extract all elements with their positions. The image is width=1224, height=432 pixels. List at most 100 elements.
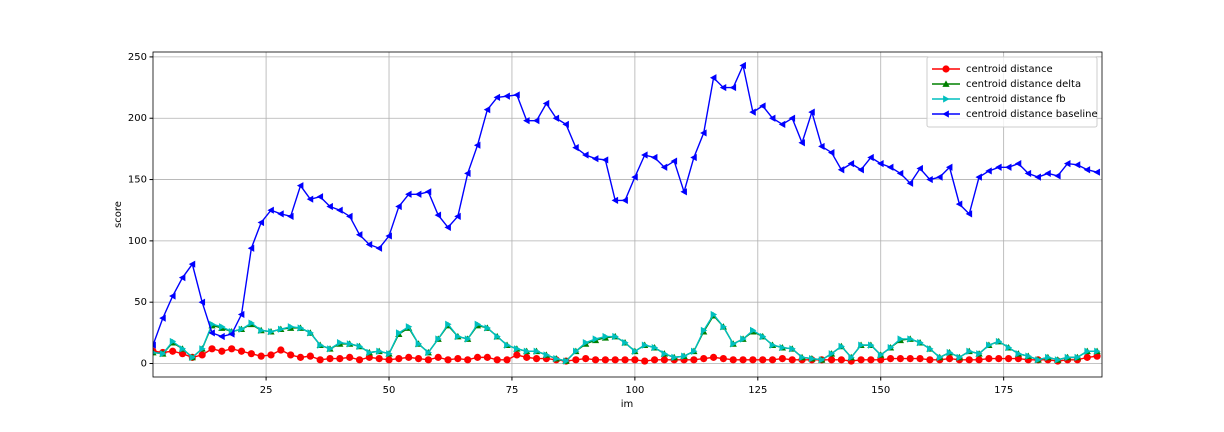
marker: [414, 190, 422, 198]
marker: [591, 356, 600, 364]
marker: [631, 173, 638, 181]
marker: [847, 160, 855, 168]
marker: [504, 341, 511, 349]
marker: [975, 173, 982, 181]
marker: [955, 200, 963, 208]
marker: [209, 320, 216, 328]
marker: [1004, 163, 1012, 171]
marker: [247, 244, 255, 252]
marker: [484, 324, 491, 332]
marker: [1054, 356, 1062, 364]
marker: [897, 335, 904, 343]
y-tick-label: 250: [128, 52, 147, 63]
marker: [739, 356, 747, 364]
marker: [503, 356, 511, 364]
marker: [513, 91, 520, 99]
marker: [886, 355, 895, 363]
marker: [523, 353, 531, 361]
marker: [454, 355, 462, 363]
marker: [651, 343, 659, 352]
marker: [434, 211, 442, 219]
marker: [1044, 169, 1051, 178]
marker: [375, 355, 383, 363]
y-tick-label: 100: [128, 236, 147, 247]
marker: [414, 355, 423, 363]
marker: [857, 166, 864, 174]
marker: [208, 329, 215, 337]
marker: [376, 347, 383, 355]
marker: [316, 193, 324, 201]
marker: [277, 210, 284, 218]
legend-box: [926, 56, 1098, 128]
marker: [759, 356, 767, 364]
marker: [572, 347, 580, 355]
marker: [943, 95, 950, 103]
marker: [464, 335, 472, 343]
marker: [178, 350, 187, 358]
marker: [523, 347, 531, 355]
marker: [415, 340, 423, 348]
marker: [719, 355, 727, 363]
marker: [700, 326, 708, 334]
marker: [907, 335, 914, 343]
marker: [494, 332, 501, 341]
marker: [739, 61, 746, 70]
marker: [690, 153, 697, 162]
marker: [188, 260, 196, 268]
marker: [995, 355, 1003, 363]
marker: [424, 188, 432, 196]
marker: [789, 345, 796, 353]
marker: [208, 345, 216, 353]
marker: [827, 356, 836, 364]
marker: [365, 353, 373, 361]
marker: [857, 356, 865, 364]
marker: [837, 356, 845, 364]
marker: [395, 355, 403, 363]
marker: [238, 325, 246, 333]
marker: [346, 353, 354, 361]
marker: [483, 353, 491, 361]
marker: [690, 356, 698, 364]
marker: [942, 110, 949, 118]
marker: [199, 345, 206, 353]
marker: [995, 163, 1002, 171]
marker: [877, 160, 884, 168]
legend-label: centroid distance delta: [966, 79, 1081, 90]
marker: [906, 355, 914, 363]
marker: [267, 206, 274, 214]
marker: [945, 355, 954, 363]
marker: [287, 351, 295, 359]
marker: [218, 347, 226, 355]
marker: [778, 120, 786, 128]
marker: [611, 196, 619, 204]
marker: [601, 356, 609, 364]
marker: [1004, 355, 1013, 363]
marker: [700, 129, 707, 137]
marker: [1045, 353, 1052, 361]
marker: [759, 332, 767, 341]
marker: [356, 342, 364, 350]
marker: [946, 348, 954, 357]
marker: [768, 114, 776, 122]
marker: [542, 99, 550, 108]
marker: [1094, 347, 1101, 355]
axes-frame: [152, 51, 1103, 378]
marker: [709, 353, 718, 361]
marker: [799, 353, 806, 361]
marker: [523, 117, 530, 125]
marker: [720, 323, 727, 331]
marker: [749, 356, 757, 364]
marker: [769, 341, 777, 349]
marker: [513, 351, 521, 359]
marker: [287, 323, 295, 331]
marker: [809, 355, 816, 363]
marker: [582, 355, 590, 363]
marker: [985, 355, 993, 363]
marker: [159, 350, 167, 358]
marker: [650, 356, 659, 364]
marker: [965, 210, 973, 218]
marker: [572, 356, 580, 364]
marker: [228, 345, 236, 353]
marker: [424, 356, 432, 364]
marker: [179, 345, 187, 353]
